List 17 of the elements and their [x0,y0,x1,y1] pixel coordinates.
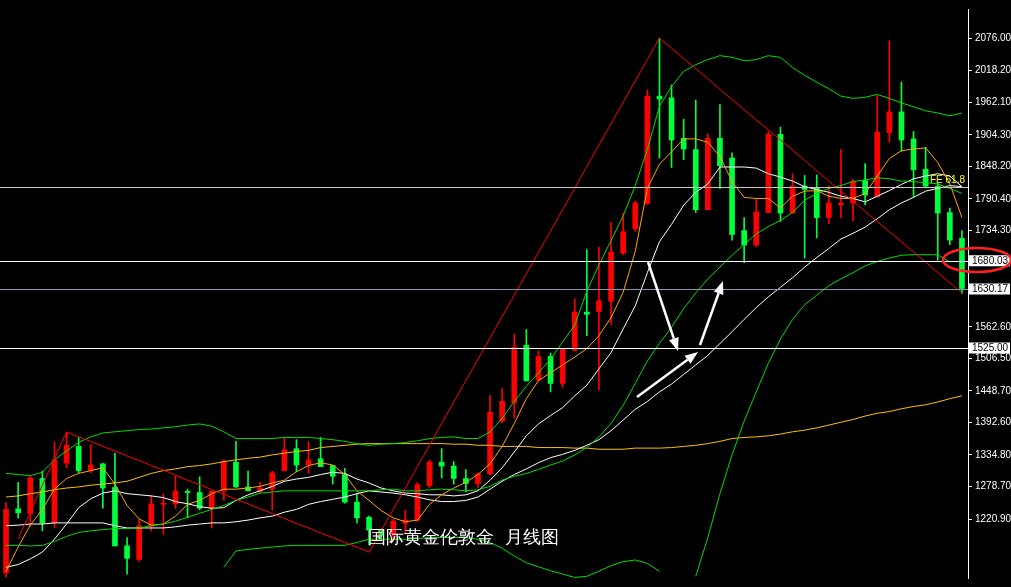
y-tick-label: 1278.70 [975,480,1011,492]
y-tick-label: 1392.60 [975,416,1011,428]
y-tick-label: 2076.00 [975,31,1011,43]
y-tick-label: 1562.60 [975,320,1011,332]
y-tick-label: 1790.40 [975,192,1011,204]
ref-line-label: 1680.03 [972,254,1009,266]
y-tick-label: 1904.30 [975,128,1011,140]
y-tick-label: 1506.50 [975,352,1011,364]
y-tick-label: 1962.10 [975,96,1011,108]
y-tick-label: 2018.20 [975,64,1011,76]
ref-line-label: 1630.17 [972,282,1009,294]
ref-line-label: 1525.00 [972,341,1009,353]
y-tick-label: 1734.30 [975,224,1011,236]
y-tick-label: 1848.20 [975,160,1011,172]
y-tick-label: 1448.70 [975,384,1011,396]
y-tick-label: 1220.90 [975,512,1011,524]
y-tick-label: 1334.80 [975,448,1011,460]
